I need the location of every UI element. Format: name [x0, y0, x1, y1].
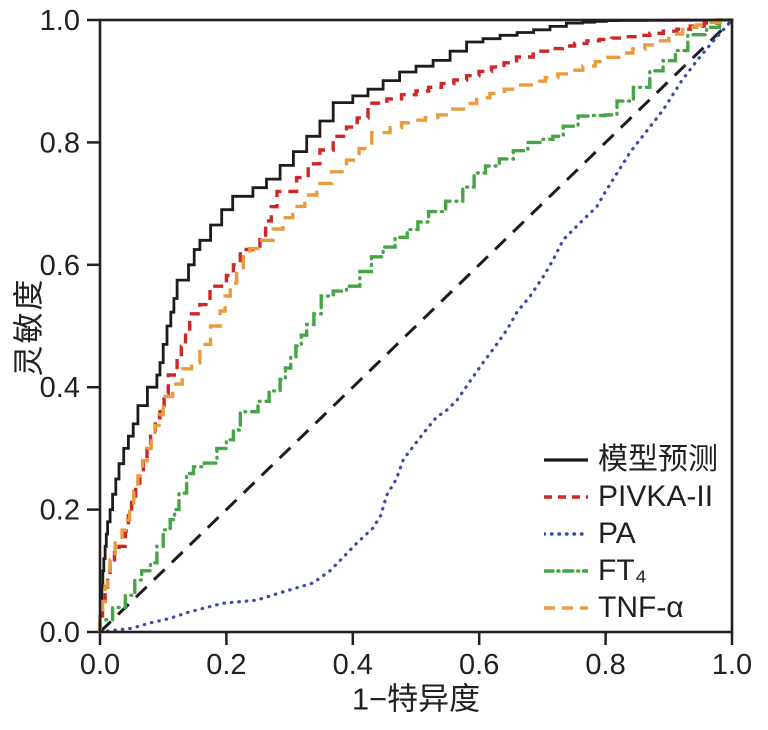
legend-label-ft4: FT₄ [598, 553, 647, 587]
legend-line-ft4-icon [544, 568, 588, 573]
reference-diagonal-line [98, 18, 734, 634]
legend-item-model: 模型预测 [544, 441, 718, 478]
y-tick-label: 1.0 [40, 5, 80, 37]
legend-line-tnf-icon [544, 605, 588, 610]
y-tick-label: 0.8 [40, 127, 80, 159]
legend-item-tnf: TNF-α [544, 589, 718, 626]
legend-line-model-icon [544, 457, 588, 462]
x-tick-label: 0.4 [333, 649, 373, 681]
legend-line-pa-icon [544, 531, 588, 536]
legend-item-pa: PA [544, 515, 718, 552]
x-tick-label: 0.8 [585, 649, 625, 681]
x-tick-label: 0.6 [459, 649, 499, 681]
legend-item-pivka: PIVKA-II [544, 478, 718, 515]
roc-curve-0- [98, 18, 732, 632]
y-axis-label: 灵敏度 [11, 277, 47, 377]
x-axis-label: 1−特异度 [351, 681, 481, 717]
x-tick-label: 1.0 [712, 649, 752, 681]
roc-curve-1-pivka-ii [98, 18, 732, 632]
roc-curve-4-tnf- [98, 18, 732, 632]
y-tick-label: 0.6 [40, 250, 80, 282]
roc-curve-3-ft [98, 18, 734, 634]
legend-label-pivka: PIVKA-II [598, 479, 714, 513]
legend-label-pa: PA [598, 516, 636, 550]
x-tick-label: 0.0 [80, 649, 120, 681]
x-tick-label: 0.2 [206, 649, 246, 681]
legend: 模型预测 PIVKA-II PA FT₄ TNF-α [544, 441, 718, 626]
plot-frame [98, 18, 734, 634]
legend-item-ft4: FT₄ [544, 552, 718, 589]
y-tick-label: 0.4 [40, 372, 80, 404]
y-tick-label: 0.2 [40, 495, 80, 527]
legend-label-model: 模型预测 [598, 442, 718, 476]
y-tick-label: 0.0 [40, 617, 80, 649]
roc-curve-2-pa [98, 18, 734, 634]
legend-line-pivka-icon [544, 494, 588, 499]
legend-label-tnf: TNF-α [598, 590, 684, 624]
